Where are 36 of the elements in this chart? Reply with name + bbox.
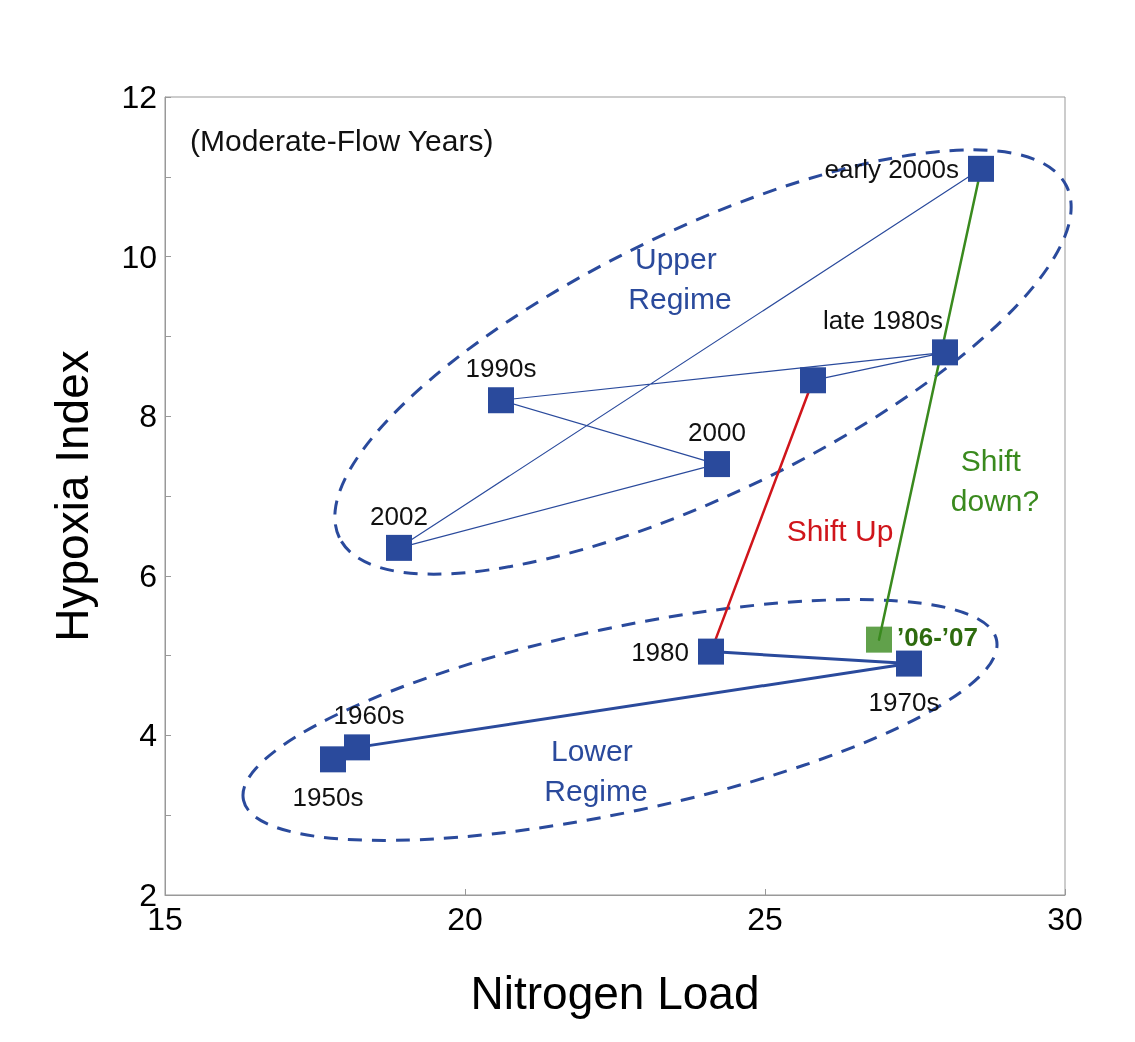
y-tick-label: 10 (121, 238, 157, 275)
y-tick-label: 4 (139, 717, 157, 754)
point (320, 746, 346, 773)
x-tick-label: 30 (1047, 901, 1083, 937)
point (386, 534, 412, 561)
y-tick-label: 6 (139, 557, 157, 594)
point (896, 650, 922, 677)
x-tick-label: 25 (747, 901, 783, 937)
point (800, 367, 826, 394)
annotation: 2000 (688, 417, 746, 448)
point (488, 387, 514, 414)
annotation: early 2000s (824, 153, 959, 184)
annotation: 1960s (333, 700, 405, 731)
point (932, 339, 958, 366)
annotation: 1970s (868, 686, 940, 717)
point (866, 626, 892, 653)
point (698, 638, 724, 665)
point (344, 734, 370, 761)
point (704, 451, 730, 478)
y-axis-title: Hypoxia Index (46, 350, 98, 642)
annotation: 1950s (292, 782, 364, 813)
annotation: ’06-’07 (897, 621, 978, 652)
annotation: late 1980s (823, 305, 943, 336)
annotation: Upper Regime (628, 241, 732, 315)
y-tick-label: 12 (121, 79, 157, 115)
x-axis-title: Nitrogen Load (470, 967, 760, 1019)
annotation: 1990s (465, 353, 537, 384)
annotation: 2002 (370, 500, 428, 531)
point (968, 155, 994, 182)
x-tick-label: 20 (447, 901, 483, 937)
annotation: Lower Regime (544, 733, 648, 807)
annotation: Shift Up (786, 513, 894, 547)
annotation: Shift down? (950, 443, 1040, 517)
annotation: 1980 (631, 636, 689, 667)
y-tick-label: 8 (139, 398, 157, 435)
annotation: (Moderate-Flow Years) (190, 123, 494, 157)
